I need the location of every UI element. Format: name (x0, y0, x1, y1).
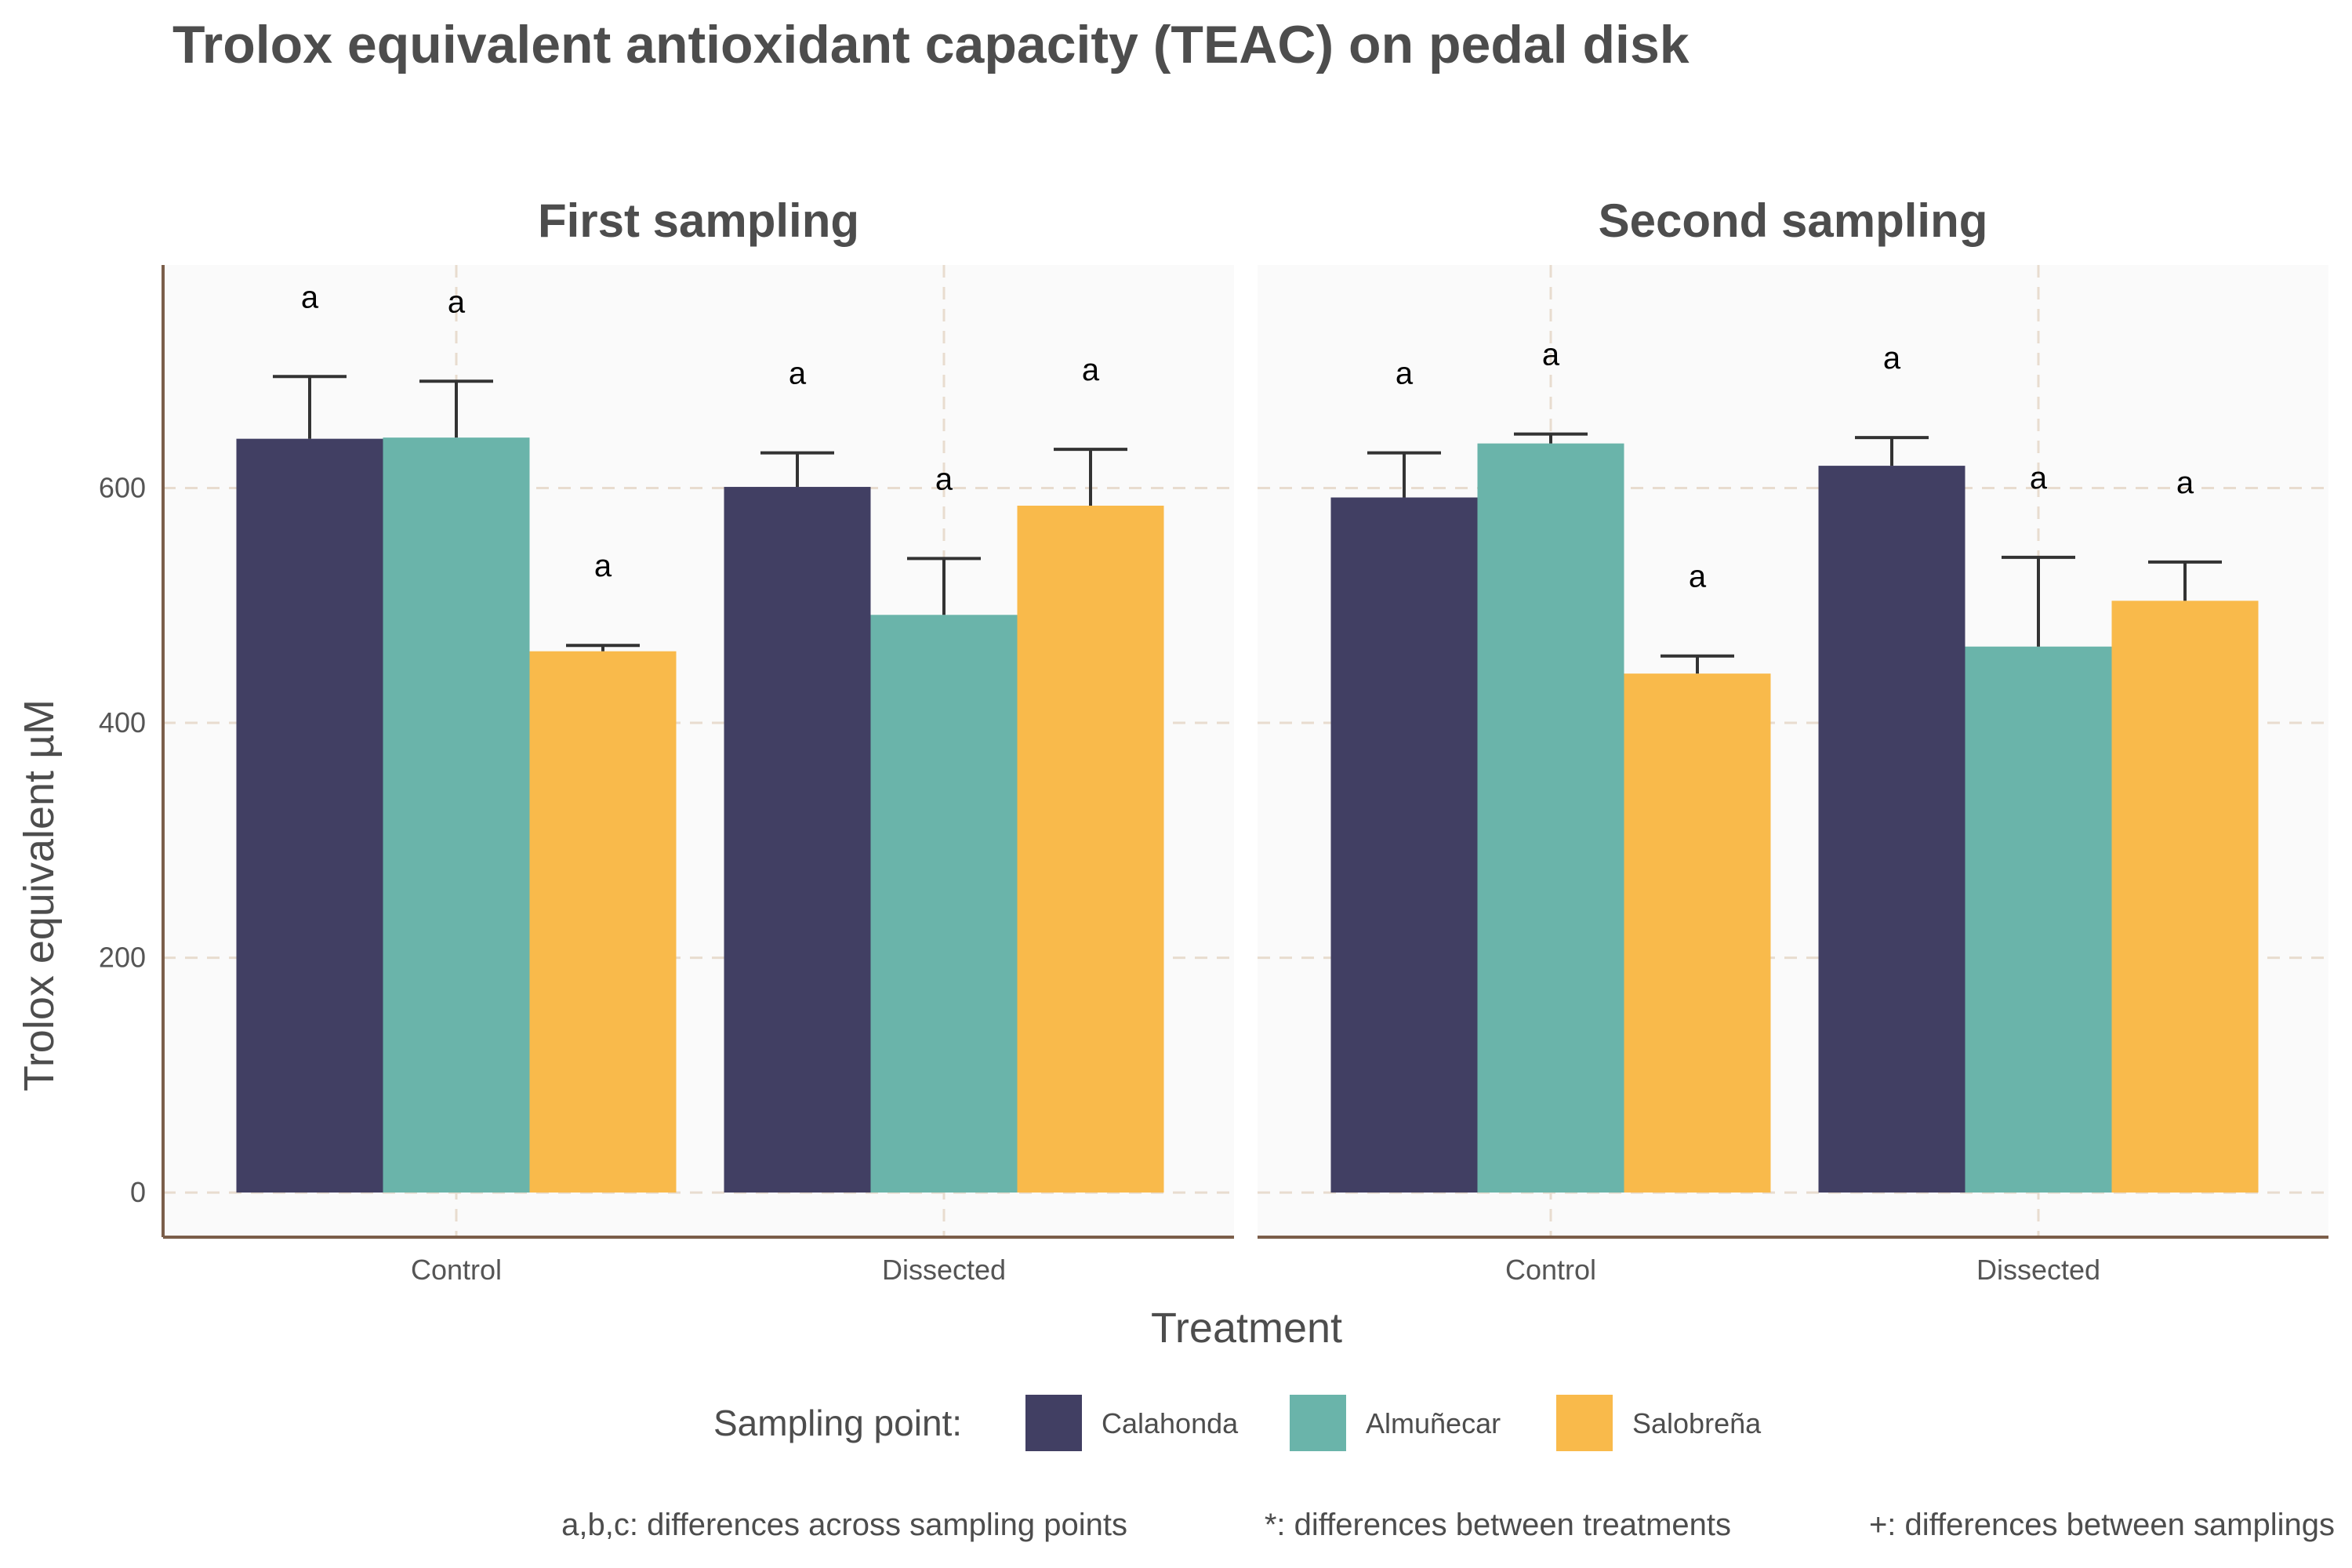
chart-title: Trolox equivalent antioxidant capacity (… (172, 15, 1690, 74)
caption-letters: a,b,c: differences across sampling point… (561, 1508, 1127, 1542)
bar-calahonda-control (236, 438, 383, 1193)
y-tick-label: 200 (99, 942, 146, 974)
bar-salobreña-dissected (2111, 601, 2259, 1193)
bar-salobreña-control (529, 651, 677, 1193)
x-tick-label: Control (411, 1254, 502, 1286)
y-tick-label: 600 (99, 472, 146, 504)
significance-letter: a (2030, 461, 2048, 495)
panel-2: Second sampling a a a a a a Control Dissected (1258, 194, 2328, 1286)
significance-letter: a (1542, 338, 1560, 372)
bar-salobreña-dissected (1017, 506, 1164, 1193)
significance-letter: a (301, 280, 319, 314)
legend-label-almuñecar: Almuñecar (1366, 1407, 1501, 1439)
significance-letter: a (789, 357, 807, 391)
legend-label-salobreña: Salobreña (1632, 1407, 1762, 1439)
x-axis-title: Treatment (1151, 1305, 1342, 1352)
x-tick-label: Control (1505, 1254, 1596, 1286)
bar-calahonda-control (1330, 497, 1478, 1193)
x-tick-label: Dissected (882, 1254, 1006, 1286)
bar-calahonda-dissected (724, 487, 871, 1193)
caption-samplings: +: differences between samplings (1869, 1508, 2335, 1542)
bar-almuñecar-control (383, 437, 530, 1193)
legend-key-calahonda (1025, 1395, 1082, 1451)
caption: a,b,c: differences across sampling point… (561, 1508, 2335, 1542)
significance-letter: a (1689, 560, 1707, 594)
x-tick-label: Dissected (1976, 1254, 2100, 1286)
legend-label-calahonda: Calahonda (1102, 1407, 1239, 1439)
significance-letter: a (935, 462, 953, 496)
facet-label: First sampling (538, 194, 859, 247)
y-tick-label: 400 (99, 706, 146, 739)
legend-title: Sampling point: (713, 1403, 962, 1443)
significance-letter: a (594, 549, 612, 583)
bar-calahonda-dissected (1818, 466, 1965, 1193)
significance-letter: a (1082, 353, 1100, 387)
significance-letter: a (448, 285, 466, 319)
bar-almuñecar-dissected (870, 615, 1018, 1193)
legend-key-almuñecar (1290, 1395, 1346, 1451)
significance-letter: a (1396, 357, 1414, 391)
legend: Sampling point: Calahonda Almuñecar Salobr… (713, 1395, 1762, 1451)
facet-label: Second sampling (1599, 194, 1988, 247)
facet-panels: First sampling a a a a a a 0 200 400 600 Control Dis… (99, 194, 2328, 1286)
y-tick-label: 0 (130, 1176, 146, 1208)
significance-letter: a (2176, 466, 2194, 500)
panel-1: First sampling a a a a a a 0 200 400 600 Control Dis… (99, 194, 1234, 1286)
y-axis-title: Trolox equivalent µM (16, 699, 63, 1091)
bar-almuñecar-control (1477, 443, 1624, 1193)
bar-almuñecar-dissected (1965, 646, 2112, 1193)
significance-letter: a (1883, 341, 1901, 376)
caption-treatments: *: differences between treatments (1265, 1508, 1731, 1542)
bar-salobreña-control (1624, 673, 1771, 1193)
legend-key-salobreña (1556, 1395, 1613, 1451)
